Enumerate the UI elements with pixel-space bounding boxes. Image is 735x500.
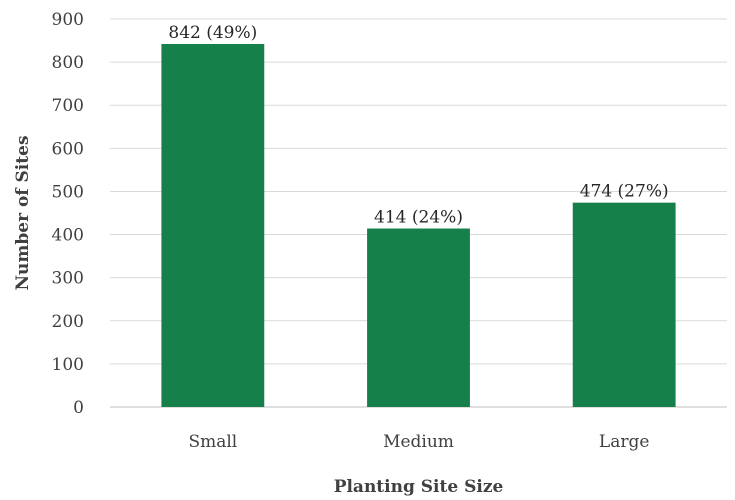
y-tick-labels: 0 100 200 300 400 500 600 700 800 900 xyxy=(52,10,84,418)
data-labels: 842 (49%) 414 (24%) 474 (27%) xyxy=(168,23,668,228)
x-tick-labels: Small Medium Large xyxy=(188,432,649,452)
y-tick-label: 900 xyxy=(52,10,84,30)
data-label-large: 474 (27%) xyxy=(580,182,669,202)
y-tick-label: 100 xyxy=(52,355,84,375)
x-tick-label-small: Small xyxy=(188,432,237,452)
bars xyxy=(161,44,676,407)
y-tick-label: 300 xyxy=(52,269,84,289)
y-tick-label: 800 xyxy=(52,53,84,73)
x-tick-label-large: Large xyxy=(599,432,650,452)
y-tick-label: 0 xyxy=(73,398,84,418)
x-tick-label-medium: Medium xyxy=(383,432,454,452)
y-tick-label: 500 xyxy=(52,182,84,202)
y-tick-label: 200 xyxy=(52,312,84,332)
data-label-medium: 414 (24%) xyxy=(374,208,463,228)
bar-small xyxy=(161,44,265,407)
y-tick-label: 700 xyxy=(52,96,84,116)
data-label-small: 842 (49%) xyxy=(168,23,257,43)
bar-large xyxy=(572,202,676,407)
y-tick-label: 600 xyxy=(52,139,84,159)
x-axis-title: Planting Site Size xyxy=(334,477,504,497)
bar-medium xyxy=(367,228,470,407)
y-axis-title: Number of Sites xyxy=(13,135,33,290)
y-tick-label: 400 xyxy=(52,226,84,246)
